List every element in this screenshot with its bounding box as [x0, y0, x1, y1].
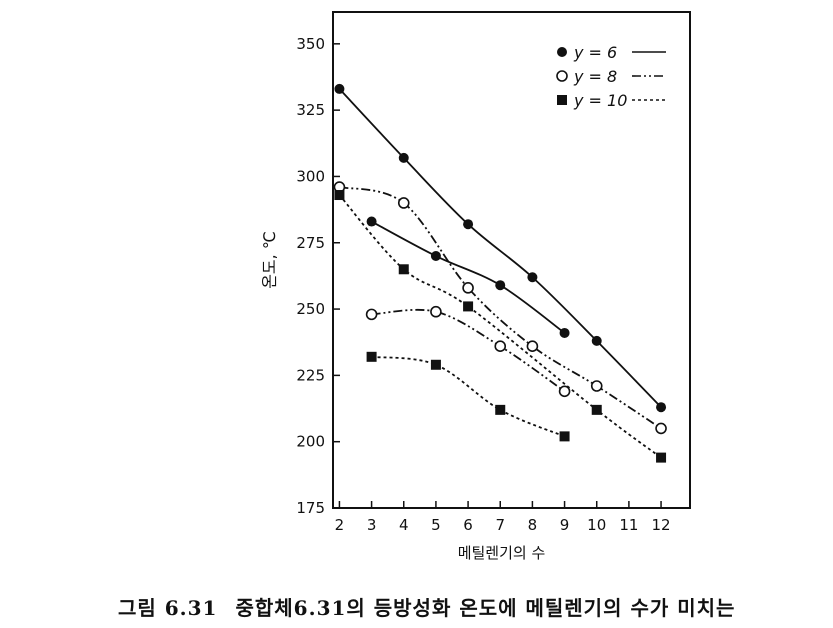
- x-tick-label: 11: [619, 516, 638, 534]
- series-1-point: [334, 83, 345, 94]
- x-tick-label: 8: [528, 516, 538, 534]
- series-2-line: [339, 186, 662, 430]
- legend-label: y = 6: [573, 43, 617, 62]
- series-2-point: [590, 380, 603, 392]
- x-tick-label: 5: [431, 516, 441, 534]
- series-1-line: [371, 220, 566, 334]
- series-2-point: [558, 385, 571, 398]
- series-1-point: [559, 327, 570, 338]
- series-2-point: [365, 308, 378, 321]
- y-tick-label: 325: [296, 101, 325, 119]
- y-tick-label: 175: [296, 499, 325, 517]
- legend-marker: [557, 95, 567, 105]
- series-1-point: [463, 219, 474, 230]
- series-2-point: [526, 340, 539, 353]
- x-tick-label: 6: [463, 516, 473, 534]
- series-3-line: [338, 194, 662, 459]
- y-tick-label: 300: [296, 167, 325, 185]
- series-3-point: [430, 359, 441, 370]
- series-2-point: [397, 197, 410, 209]
- x-axis-label: 메틸렌기의 수: [458, 544, 546, 562]
- series-2-line: [371, 308, 566, 393]
- legend-label: y = 8: [573, 67, 617, 86]
- figure-number: 그림 6.31: [118, 596, 218, 620]
- legend-marker: [557, 47, 567, 57]
- series-2-point: [655, 422, 667, 435]
- line-chart: 175 200 225 250 275 300 325 350 2 3 4 5 6 7 8 9 10 11 12 메틸…: [260, 11, 691, 562]
- x-tick-label: 2: [335, 516, 345, 534]
- series-2-point: [462, 282, 474, 294]
- series-3-point: [463, 301, 474, 312]
- x-tick-label: 10: [587, 516, 606, 534]
- series-1-point: [656, 402, 667, 413]
- legend-label: y = 10: [573, 91, 627, 110]
- series-3-point: [495, 404, 506, 415]
- series-1-point: [430, 251, 441, 262]
- series-3-point: [656, 452, 667, 463]
- x-tick-label: 3: [367, 516, 377, 534]
- series-1-point: [398, 152, 409, 163]
- series-3-line: [371, 355, 565, 438]
- series-1-point: [495, 280, 506, 291]
- caption-text: 중합체6.31의 등방성화 온도에 메틸렌기의 수가 미치는: [235, 596, 736, 620]
- series-1-point: [527, 272, 538, 283]
- series-3-point: [398, 264, 409, 275]
- y-axis-label: 온도, ℃: [260, 231, 279, 289]
- series-3-point: [334, 190, 345, 201]
- series-3-point: [591, 404, 602, 415]
- series-1-line: [338, 88, 662, 408]
- x-tick-label: 9: [560, 516, 570, 534]
- y-tick-label: 275: [296, 234, 325, 252]
- x-tick-label: 4: [399, 516, 409, 534]
- plot-frame: [332, 11, 691, 509]
- y-tick-label: 250: [296, 300, 325, 318]
- y-tick-label: 200: [296, 433, 325, 451]
- series-1-point: [591, 335, 602, 346]
- series-3-point: [559, 431, 570, 442]
- figure-caption: 그림 6.31 중합체6.31의 등방성화 온도에 메틸렌기의 수가 미치는: [118, 592, 753, 621]
- legend-marker: [556, 70, 568, 82]
- series-2-point: [430, 305, 442, 318]
- y-tick-label: 225: [296, 366, 325, 384]
- x-tick-label: 7: [495, 516, 505, 534]
- x-tick-label: 12: [652, 516, 671, 534]
- series-2-point: [494, 340, 507, 353]
- series-1-point: [366, 216, 377, 227]
- y-tick-label: 350: [296, 35, 325, 53]
- series-3-point: [366, 351, 377, 362]
